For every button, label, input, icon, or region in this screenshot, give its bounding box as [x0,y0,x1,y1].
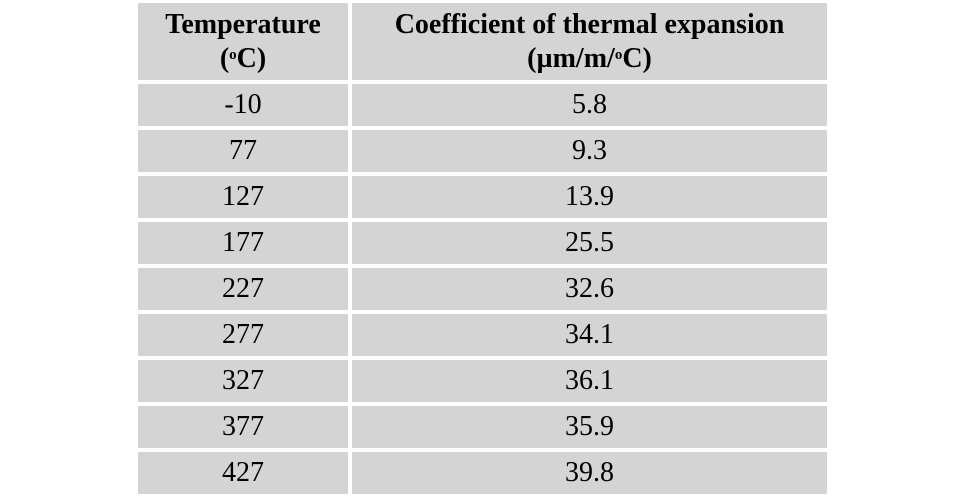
degree-superscript: o [229,46,237,63]
header-coefficient-unit-open: (µm/m/ [527,42,615,74]
cell-coefficient: 5.8 [352,84,827,126]
degree-superscript: o [614,46,623,63]
header-coefficient-unit: (µm/m/oC) [527,42,652,75]
cell-coefficient: 34.1 [352,314,827,356]
header-temperature-unit-open: ( [219,42,230,74]
cell-temperature: 177 [138,222,348,264]
header-coefficient: Coefficient of thermal expansion (µm/m/o… [352,3,827,80]
cell-coefficient: 36.1 [352,360,827,402]
cell-temperature: 77 [138,130,348,172]
header-coefficient-unit-close: C) [622,42,652,74]
cell-coefficient: 25.5 [352,222,827,264]
cell-coefficient: 9.3 [352,130,827,172]
cell-coefficient: 13.9 [352,176,827,218]
cell-coefficient: 35.9 [352,406,827,448]
thermal-expansion-table: Temperature (oC) Coefficient of thermal … [138,3,827,494]
cell-temperature: 227 [138,268,348,310]
cell-temperature: 277 [138,314,348,356]
header-coefficient-title: Coefficient of thermal expansion [394,9,785,41]
cell-temperature: 427 [138,452,348,494]
cell-temperature: -10 [138,84,348,126]
cell-coefficient: 39.8 [352,452,827,494]
header-temperature: Temperature (oC) [138,3,348,80]
cell-temperature: 127 [138,176,348,218]
header-temperature-unit-close: C) [236,42,267,74]
cell-temperature: 327 [138,360,348,402]
header-temperature-title: Temperature [165,9,321,41]
cell-coefficient: 32.6 [352,268,827,310]
header-temperature-unit: (oC) [220,42,266,75]
cell-temperature: 377 [138,406,348,448]
